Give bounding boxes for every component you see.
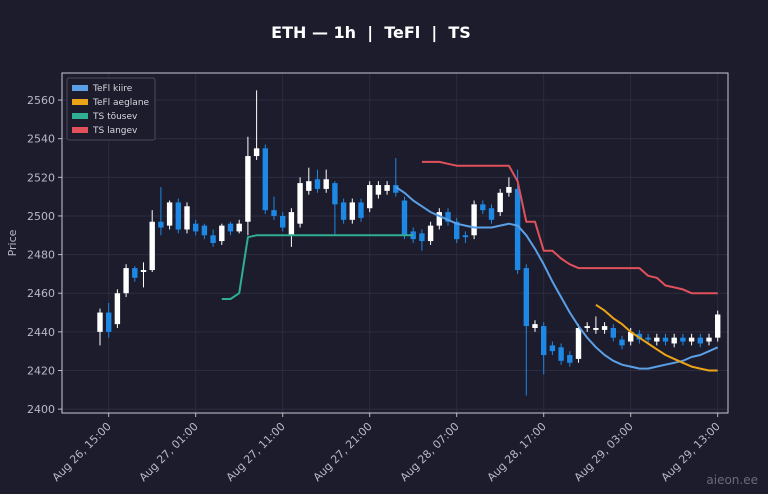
candle-body [271,210,277,216]
candle-body [245,156,251,222]
candle-body [367,185,373,209]
y-tick-label: 2460 [27,287,55,300]
candle-body [654,337,660,342]
candle-body [610,328,616,338]
candle-body [132,268,138,278]
candle-body [97,312,103,332]
candle-body [175,202,181,230]
candle-body [193,223,199,232]
candle-body [384,185,390,191]
candle-body [184,206,190,230]
legend-label: TS tõusev [92,112,138,122]
candle-body [158,221,164,228]
candle-body [593,328,599,330]
legend-swatch [72,85,88,91]
candle-body [697,337,703,344]
candle-body [514,188,521,271]
candle-body [445,212,451,222]
y-tick-label: 2540 [27,133,55,146]
candle-body [140,270,147,272]
plot-frame [61,72,729,414]
candle-body [688,337,695,342]
legend-box [66,77,156,141]
candle-body [532,324,538,328]
candle-body [332,183,338,205]
candle-body [523,268,529,327]
candle-body [541,326,547,356]
candle-body [201,225,208,236]
candle-body [401,200,408,236]
candle-body [340,202,347,220]
candle-body [471,204,477,236]
candle-body [427,225,434,242]
candle-body [288,212,295,236]
indicator-line [421,160,718,295]
candle-body [662,337,669,342]
candle-body [462,235,469,238]
y-tick-label: 2420 [27,365,55,378]
legend-label: TS langev [92,126,138,136]
candle-body [262,148,268,211]
candle-body [645,337,651,340]
candle-body [166,202,173,226]
candle-body [628,331,634,342]
candle-body [601,326,608,330]
watermark: aieon.ee [706,473,758,487]
y-tick-label: 2560 [27,94,55,107]
candle-body [619,339,625,346]
candle-body [567,355,573,363]
candle-body [497,192,503,213]
legend-swatch [72,99,88,105]
candle-body [549,345,556,352]
candle-body [393,185,399,193]
candle-body [454,221,460,240]
candle-body [506,186,512,193]
chart-title: ETH — 1h | TeFl | TS [271,23,471,43]
candle-body [671,337,677,344]
candle-body [480,204,486,211]
indicator-line [595,303,718,372]
indicator-line [221,234,414,300]
candle-body [123,268,129,294]
candle-body [210,235,216,243]
candle-body [680,337,686,342]
y-tick-label: 2440 [27,326,55,339]
candle-body [419,233,425,242]
candle-body [715,314,721,338]
candle-body [306,181,312,191]
y-tick-label: 2500 [27,210,55,223]
legend-swatch [72,127,88,133]
legend-label: TeFl kiire [92,84,133,94]
candle-body [323,179,329,189]
y-axis-label: Price [6,229,19,256]
candle-body [706,337,712,342]
candle-body [358,202,364,218]
candle-body [436,212,442,226]
candle-body [227,223,234,232]
y-tick-label: 2400 [27,403,55,416]
candle-body [106,312,112,332]
candle-body [349,202,355,220]
candle-body [314,179,321,189]
candle-body [584,326,590,328]
candle-body [253,148,260,157]
y-tick-label: 2480 [27,249,55,262]
candle-body [488,208,495,220]
candle-body [149,221,155,271]
candle-body [558,347,564,361]
candle-body [375,185,382,195]
candle-body [114,293,121,325]
candle-body [297,183,303,224]
candle-body [236,223,242,232]
indicator-line [395,186,719,370]
candle-body [219,225,225,242]
candle-body [280,215,286,228]
legend-label: TeFl aeglane [92,98,150,108]
legend-swatch [72,113,88,119]
candle-body [575,328,582,359]
y-tick-label: 2520 [27,171,55,184]
